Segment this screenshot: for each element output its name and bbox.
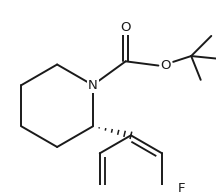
Text: N: N: [88, 79, 98, 92]
Text: O: O: [120, 21, 131, 34]
Text: F: F: [177, 182, 185, 194]
Text: O: O: [161, 59, 171, 72]
